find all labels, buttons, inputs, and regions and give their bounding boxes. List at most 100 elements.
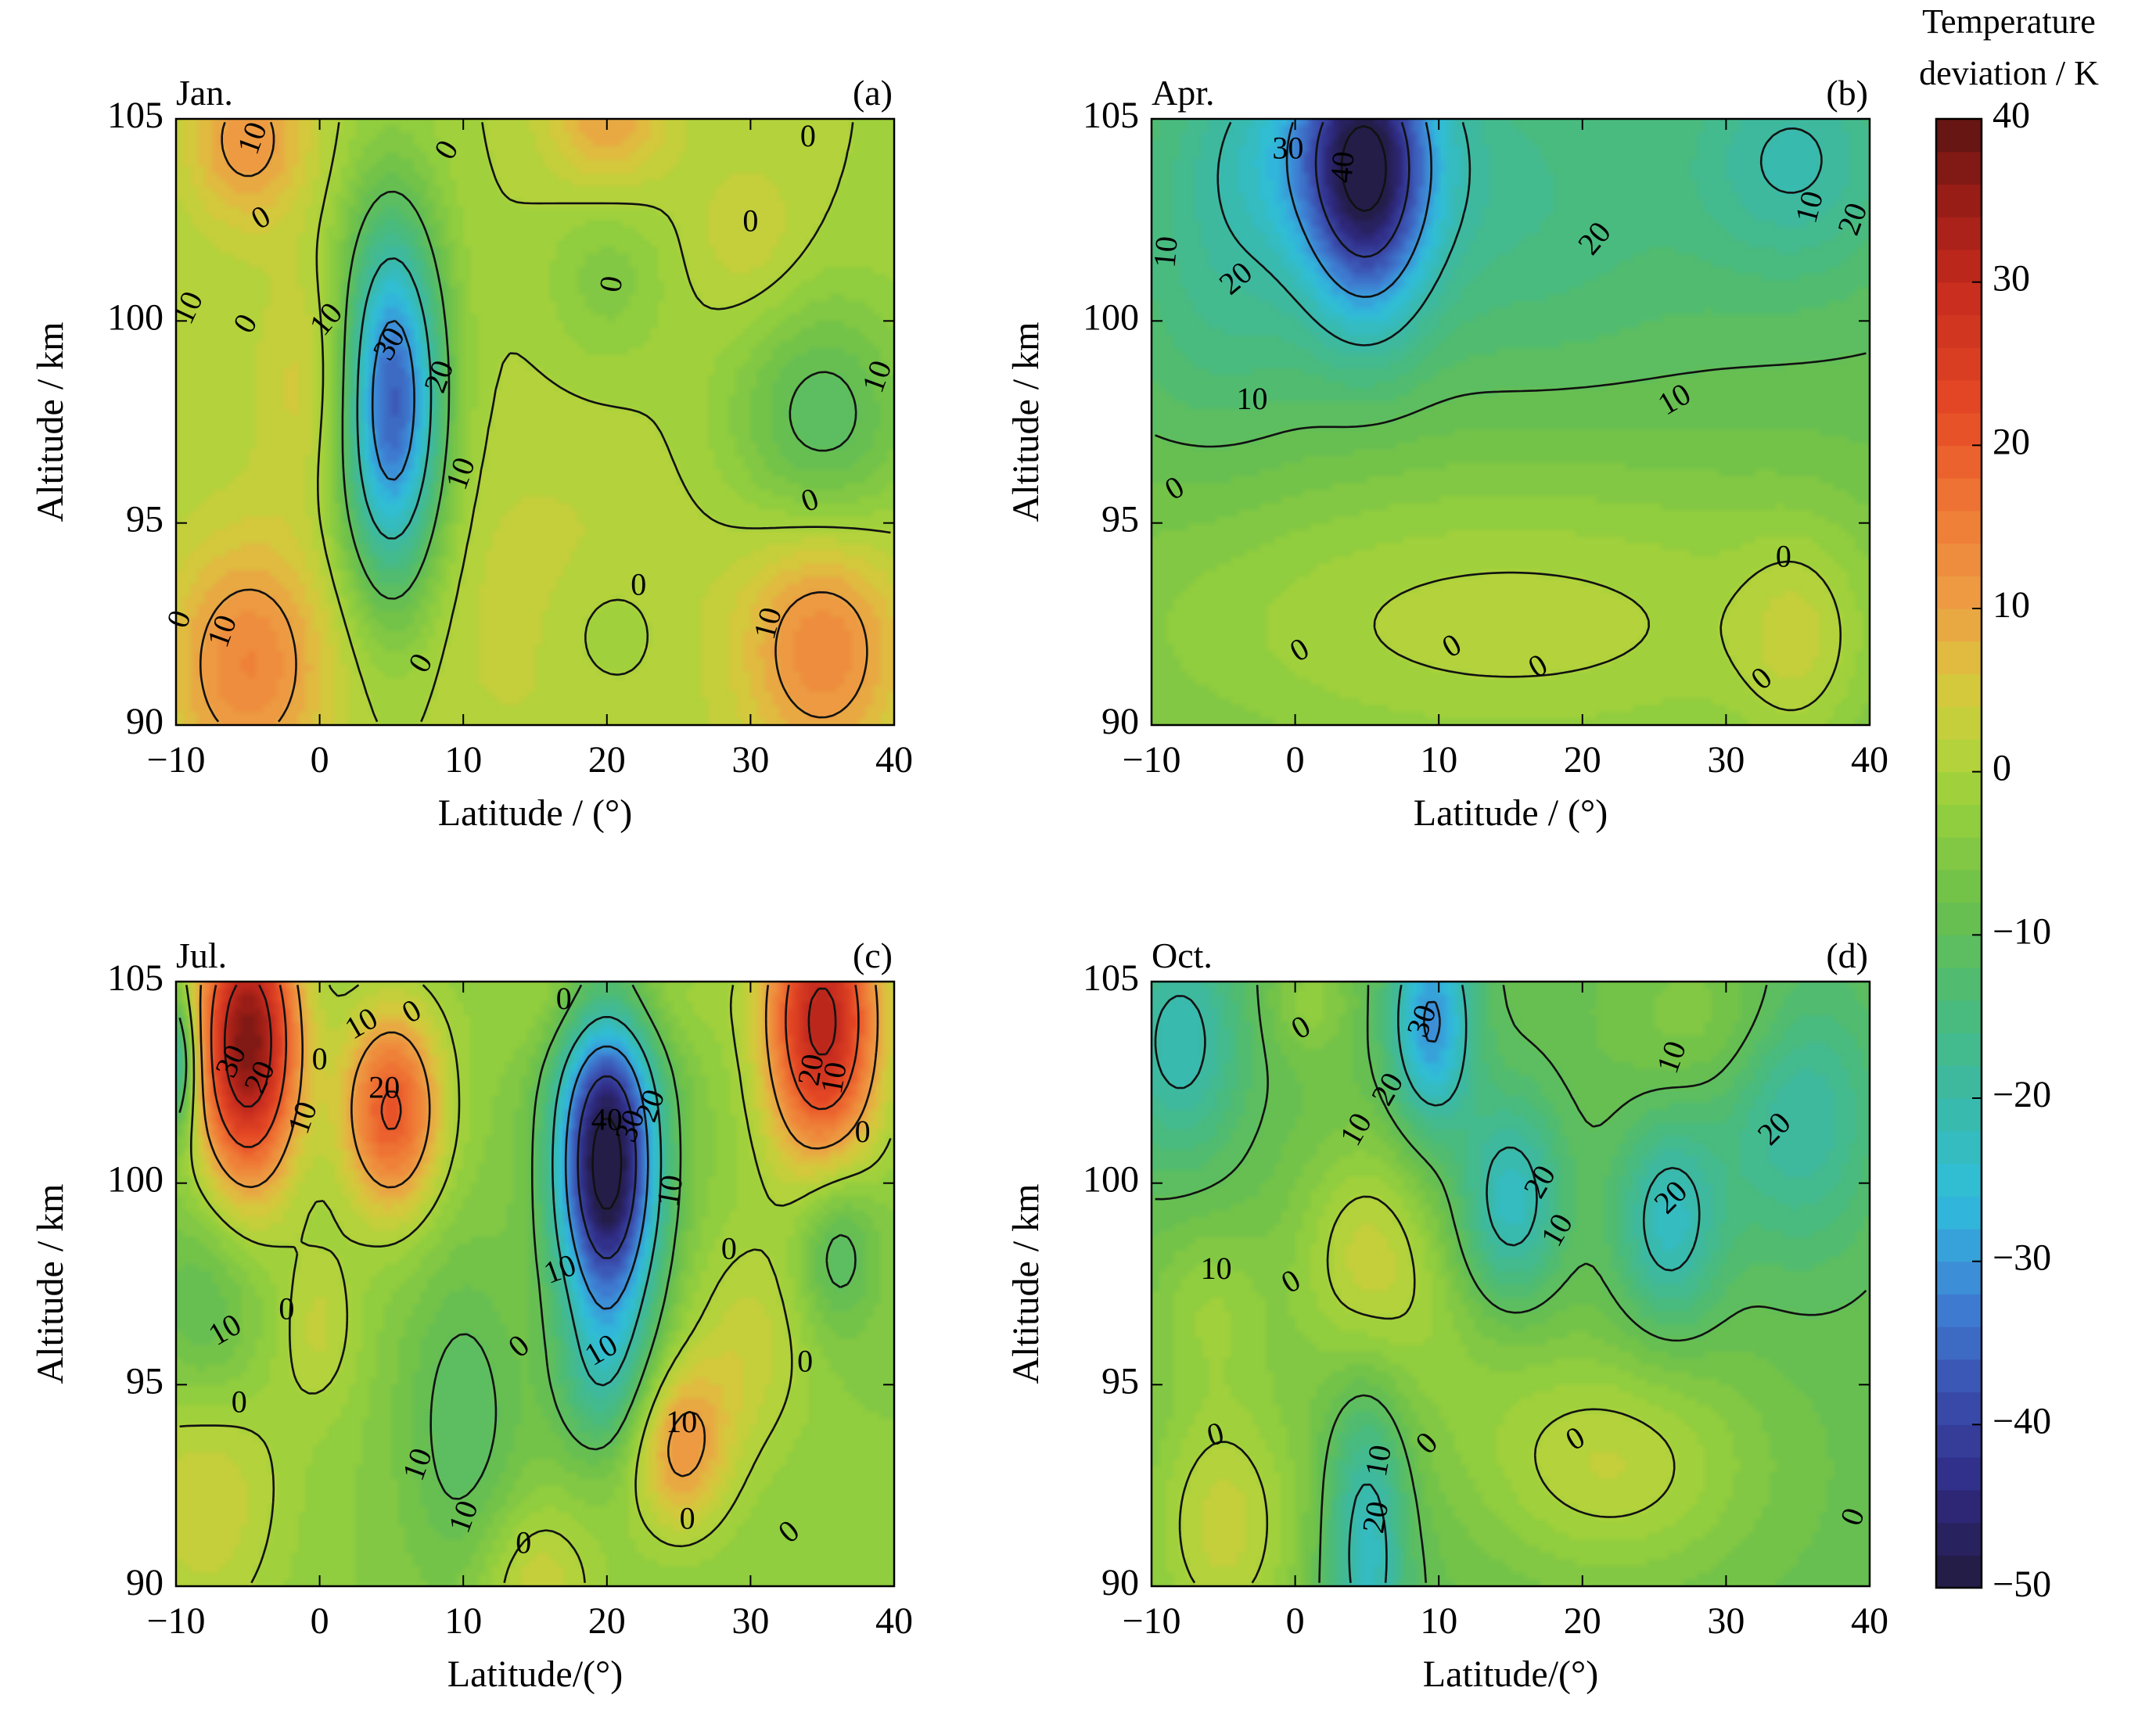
colorbar-swatch xyxy=(1936,282,1982,315)
colorbar-swatch xyxy=(1936,968,1982,1001)
contour-line xyxy=(199,121,868,723)
colorbar-swatch xyxy=(1936,706,1982,740)
x-tick-label: 40 xyxy=(1851,739,1888,781)
panel-label: (a) xyxy=(853,73,893,113)
contour-label: 10 xyxy=(649,1172,689,1209)
contour-label: 30 xyxy=(1272,131,1303,166)
x-tick-label: 40 xyxy=(875,1600,913,1642)
y-tick-label: 100 xyxy=(1083,1159,1139,1201)
colorbar-swatch xyxy=(1936,935,1982,968)
x-tick-label: 30 xyxy=(1707,1600,1745,1642)
colorbar-swatch xyxy=(1936,1163,1982,1197)
contour-line xyxy=(356,257,433,540)
heatmap-field xyxy=(1152,982,1870,1586)
y-axis-label: Altitude / km xyxy=(30,322,71,522)
contour-label: 0 xyxy=(855,1114,871,1149)
y-tick-label: 105 xyxy=(107,957,163,999)
contour-line xyxy=(591,1118,623,1210)
x-axis-label: Latitude/(°) xyxy=(447,1653,623,1695)
contour-label: 0 xyxy=(800,118,816,153)
contour-line xyxy=(1155,984,1867,1583)
x-tick-label: 40 xyxy=(1851,1600,1888,1642)
contour-line xyxy=(577,1075,638,1259)
contour-line xyxy=(564,1045,649,1310)
colorbar-swatch xyxy=(1936,217,1982,250)
colorbar-swatch xyxy=(1936,1457,1982,1491)
contour-line xyxy=(1216,121,1823,346)
panel-label: (b) xyxy=(1826,73,1868,113)
colorbar-swatch xyxy=(1936,1522,1982,1556)
colorbar-swatch xyxy=(1936,771,1982,805)
contour-line xyxy=(1314,121,1410,258)
y-tick-label: 90 xyxy=(126,701,163,742)
colorbar-tick-label: 0 xyxy=(1993,748,2011,789)
plot-frame xyxy=(174,117,896,727)
x-tick-label: 0 xyxy=(1286,739,1305,781)
contour-label: 40 xyxy=(591,1102,623,1137)
x-tick-label: 20 xyxy=(588,739,626,781)
colorbar-swatch xyxy=(1936,1032,1982,1066)
contour-label: 10 xyxy=(1201,1251,1232,1286)
contour-label: 0 xyxy=(556,981,572,1016)
plot-frame xyxy=(174,980,896,1588)
x-tick-label: 20 xyxy=(1564,739,1601,781)
colorbar-swatch xyxy=(1936,314,1982,348)
x-tick-label: 30 xyxy=(731,739,769,781)
colorbar-swatch xyxy=(1936,738,1982,773)
colorbar-swatch xyxy=(1936,1327,1982,1360)
contour-line xyxy=(1340,125,1387,213)
colorbar-frame xyxy=(1935,117,1983,1589)
colorbar-tick-label: 10 xyxy=(1993,584,2030,626)
colorbar-swatch xyxy=(1936,151,1982,185)
heatmap-field xyxy=(1152,119,1870,725)
colorbar-swatch xyxy=(1936,1424,1982,1458)
colorbar-swatch xyxy=(1936,869,1982,903)
colorbar-swatch xyxy=(1936,902,1982,935)
y-axis-label: Altitude / km xyxy=(1005,1184,1047,1384)
y-tick-label: 95 xyxy=(126,1360,163,1402)
x-tick-label: −10 xyxy=(146,739,205,781)
x-tick-label: 0 xyxy=(311,739,329,781)
contour-lines xyxy=(1155,121,1867,712)
heatmap-field xyxy=(176,982,894,1586)
colorbar-tick-label: 40 xyxy=(1993,95,2030,136)
x-tick-label: 10 xyxy=(1420,1600,1457,1642)
contour-line xyxy=(1373,560,1842,712)
x-tick-label: 0 xyxy=(311,1600,329,1642)
colorbar-swatch xyxy=(1936,249,1982,283)
y-tick-label: 95 xyxy=(1101,1360,1139,1402)
x-tick-label: 10 xyxy=(444,1600,482,1642)
colorbar-swatch xyxy=(1936,1359,1982,1393)
x-axis-label: Latitude/(°) xyxy=(1423,1653,1598,1695)
plot-frame xyxy=(1150,117,1871,727)
panel-label: (c) xyxy=(853,935,893,975)
colorbar-tick-label: −10 xyxy=(1993,910,2051,952)
colorbar-swatch xyxy=(1936,804,1982,838)
colorbar-tick-label: −50 xyxy=(1993,1564,2051,1605)
contour-line xyxy=(315,122,891,723)
month-title: Jul. xyxy=(176,935,227,975)
x-tick-label: −10 xyxy=(146,1600,205,1642)
x-tick-label: 40 xyxy=(875,739,913,781)
colorbar-swatch xyxy=(1936,1065,1982,1099)
colorbar-swatch xyxy=(1936,445,1982,479)
contour-label: 10 xyxy=(1237,381,1268,416)
contour-line xyxy=(1423,1000,1441,1043)
contour-label: 0 xyxy=(312,1041,328,1076)
colorbar-swatch xyxy=(1936,1130,1982,1165)
contour-label: 0 xyxy=(680,1501,695,1536)
contour-label: 0 xyxy=(631,567,646,602)
contour-line xyxy=(341,190,857,600)
colorbar-swatch xyxy=(1936,379,1982,414)
colorbar-swatch xyxy=(1936,1098,1982,1132)
colorbar-swatch xyxy=(1936,1391,1982,1425)
colorbar: Temperature deviation / K 40 30 20 10 0 −10 −2… xyxy=(1919,2,2099,1605)
month-title: Apr. xyxy=(1152,73,1215,113)
colorbar-swatch xyxy=(1936,510,1982,544)
contour-label: 0 xyxy=(742,203,758,239)
plot-frame xyxy=(1150,980,1871,1588)
colorbar-swatch xyxy=(1936,1228,1982,1262)
